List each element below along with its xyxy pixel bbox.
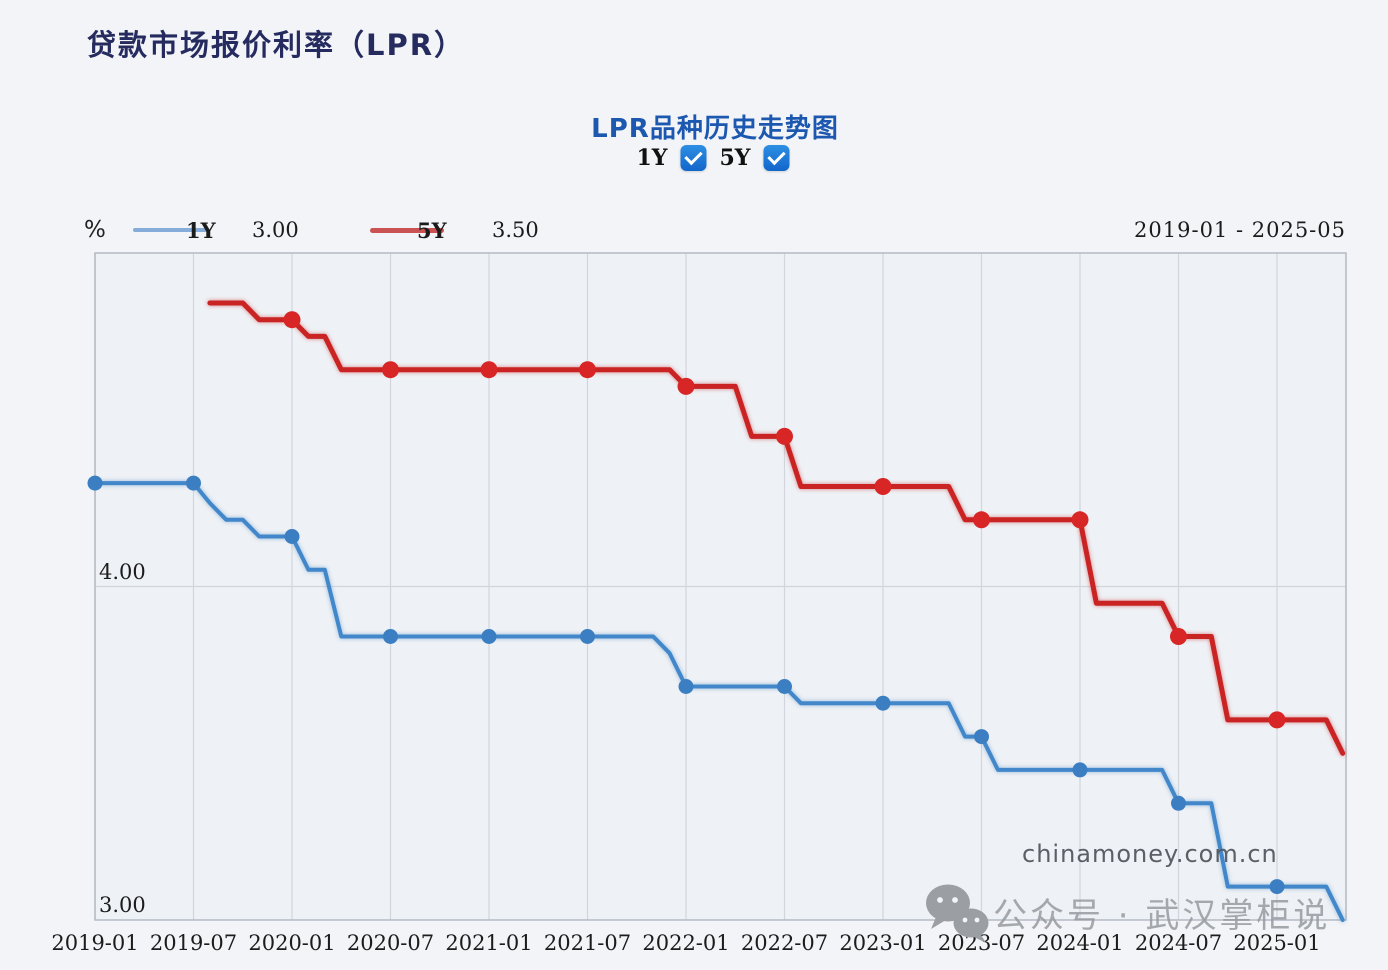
marker-1Y <box>1269 879 1285 895</box>
marker-5Y <box>973 511 990 529</box>
site-watermark: chinamoney.com.cn <box>1022 840 1278 868</box>
marker-5Y <box>1170 628 1187 645</box>
x-axis-label: 2022-07 <box>740 931 829 955</box>
marker-5Y <box>1071 511 1089 529</box>
marker-1Y <box>481 629 497 644</box>
marker-1Y <box>1072 762 1088 778</box>
series-line-1Y <box>93 481 1345 922</box>
marker-5Y <box>874 478 892 495</box>
marker-5Y <box>579 361 596 379</box>
marker-1Y <box>383 629 398 644</box>
marker-1Y <box>777 679 792 694</box>
marker-5Y <box>1268 711 1286 729</box>
legend-label-5y: 5Y <box>417 218 447 243</box>
x-axis-label: 2025-01 <box>1233 931 1321 955</box>
x-axis-label: 2019-07 <box>149 931 238 955</box>
legend-swatch-5y <box>370 228 444 233</box>
marker-5Y <box>283 311 301 329</box>
marker-5Y <box>677 377 695 395</box>
marker-1Y <box>1171 795 1186 811</box>
checkbox-5y[interactable] <box>763 145 790 171</box>
x-axis-label: 2023-01 <box>839 931 927 955</box>
checkbox-1y-label: 1Y <box>636 145 668 171</box>
y-axis-unit: % <box>84 217 106 243</box>
marker-1Y <box>87 475 103 491</box>
date-range: 2019-01 - 2025-05 <box>1134 218 1346 242</box>
checkbox-1y[interactable] <box>680 145 707 171</box>
x-axis-label: 2021-01 <box>445 931 533 955</box>
x-axis-label: 2023-07 <box>937 931 1026 955</box>
legend-swatch-1y <box>133 228 207 232</box>
marker-1Y <box>580 629 595 644</box>
plot-border <box>94 252 1347 921</box>
x-axis-label: 2021-07 <box>543 931 632 955</box>
marker-5Y <box>776 427 793 445</box>
marker-1Y <box>875 695 891 711</box>
wechat-watermark: 公众号 · 武汉掌柜说 <box>993 896 1331 936</box>
marker-5Y <box>382 361 399 379</box>
y-axis-label: 4.00 <box>99 559 146 584</box>
legend-label-1y: 1Y <box>186 218 216 243</box>
chart-title: LPR品种历史走势图 <box>591 114 839 144</box>
wechat-icon <box>926 884 989 943</box>
checkbox-5y-label: 5Y <box>719 145 751 171</box>
marker-1Y <box>678 679 694 694</box>
marker-1Y <box>974 729 989 745</box>
y-axis-label: 3.00 <box>99 893 146 917</box>
x-axis-label: 2020-07 <box>346 931 435 955</box>
x-axis-label: 2022-01 <box>642 931 730 955</box>
x-axis-label: 2024-01 <box>1036 931 1124 955</box>
page-title: 贷款市场报价利率（LPR） <box>87 28 466 62</box>
marker-1Y <box>186 475 201 491</box>
x-axis-label: 2019-01 <box>51 931 139 955</box>
legend-value-5y: 3.50 <box>492 218 539 242</box>
marker-1Y <box>284 529 300 544</box>
series-toggle-row: 1Y 5Y <box>636 145 790 171</box>
x-axis-label: 2020-01 <box>248 931 336 955</box>
legend-value-1y: 3.00 <box>252 218 299 242</box>
legend: % 1Y 3.00 5Y 3.50 2019-01 - 2025-05 <box>0 215 1388 245</box>
marker-5Y <box>480 361 498 379</box>
x-axis-label: 2024-07 <box>1134 931 1223 955</box>
